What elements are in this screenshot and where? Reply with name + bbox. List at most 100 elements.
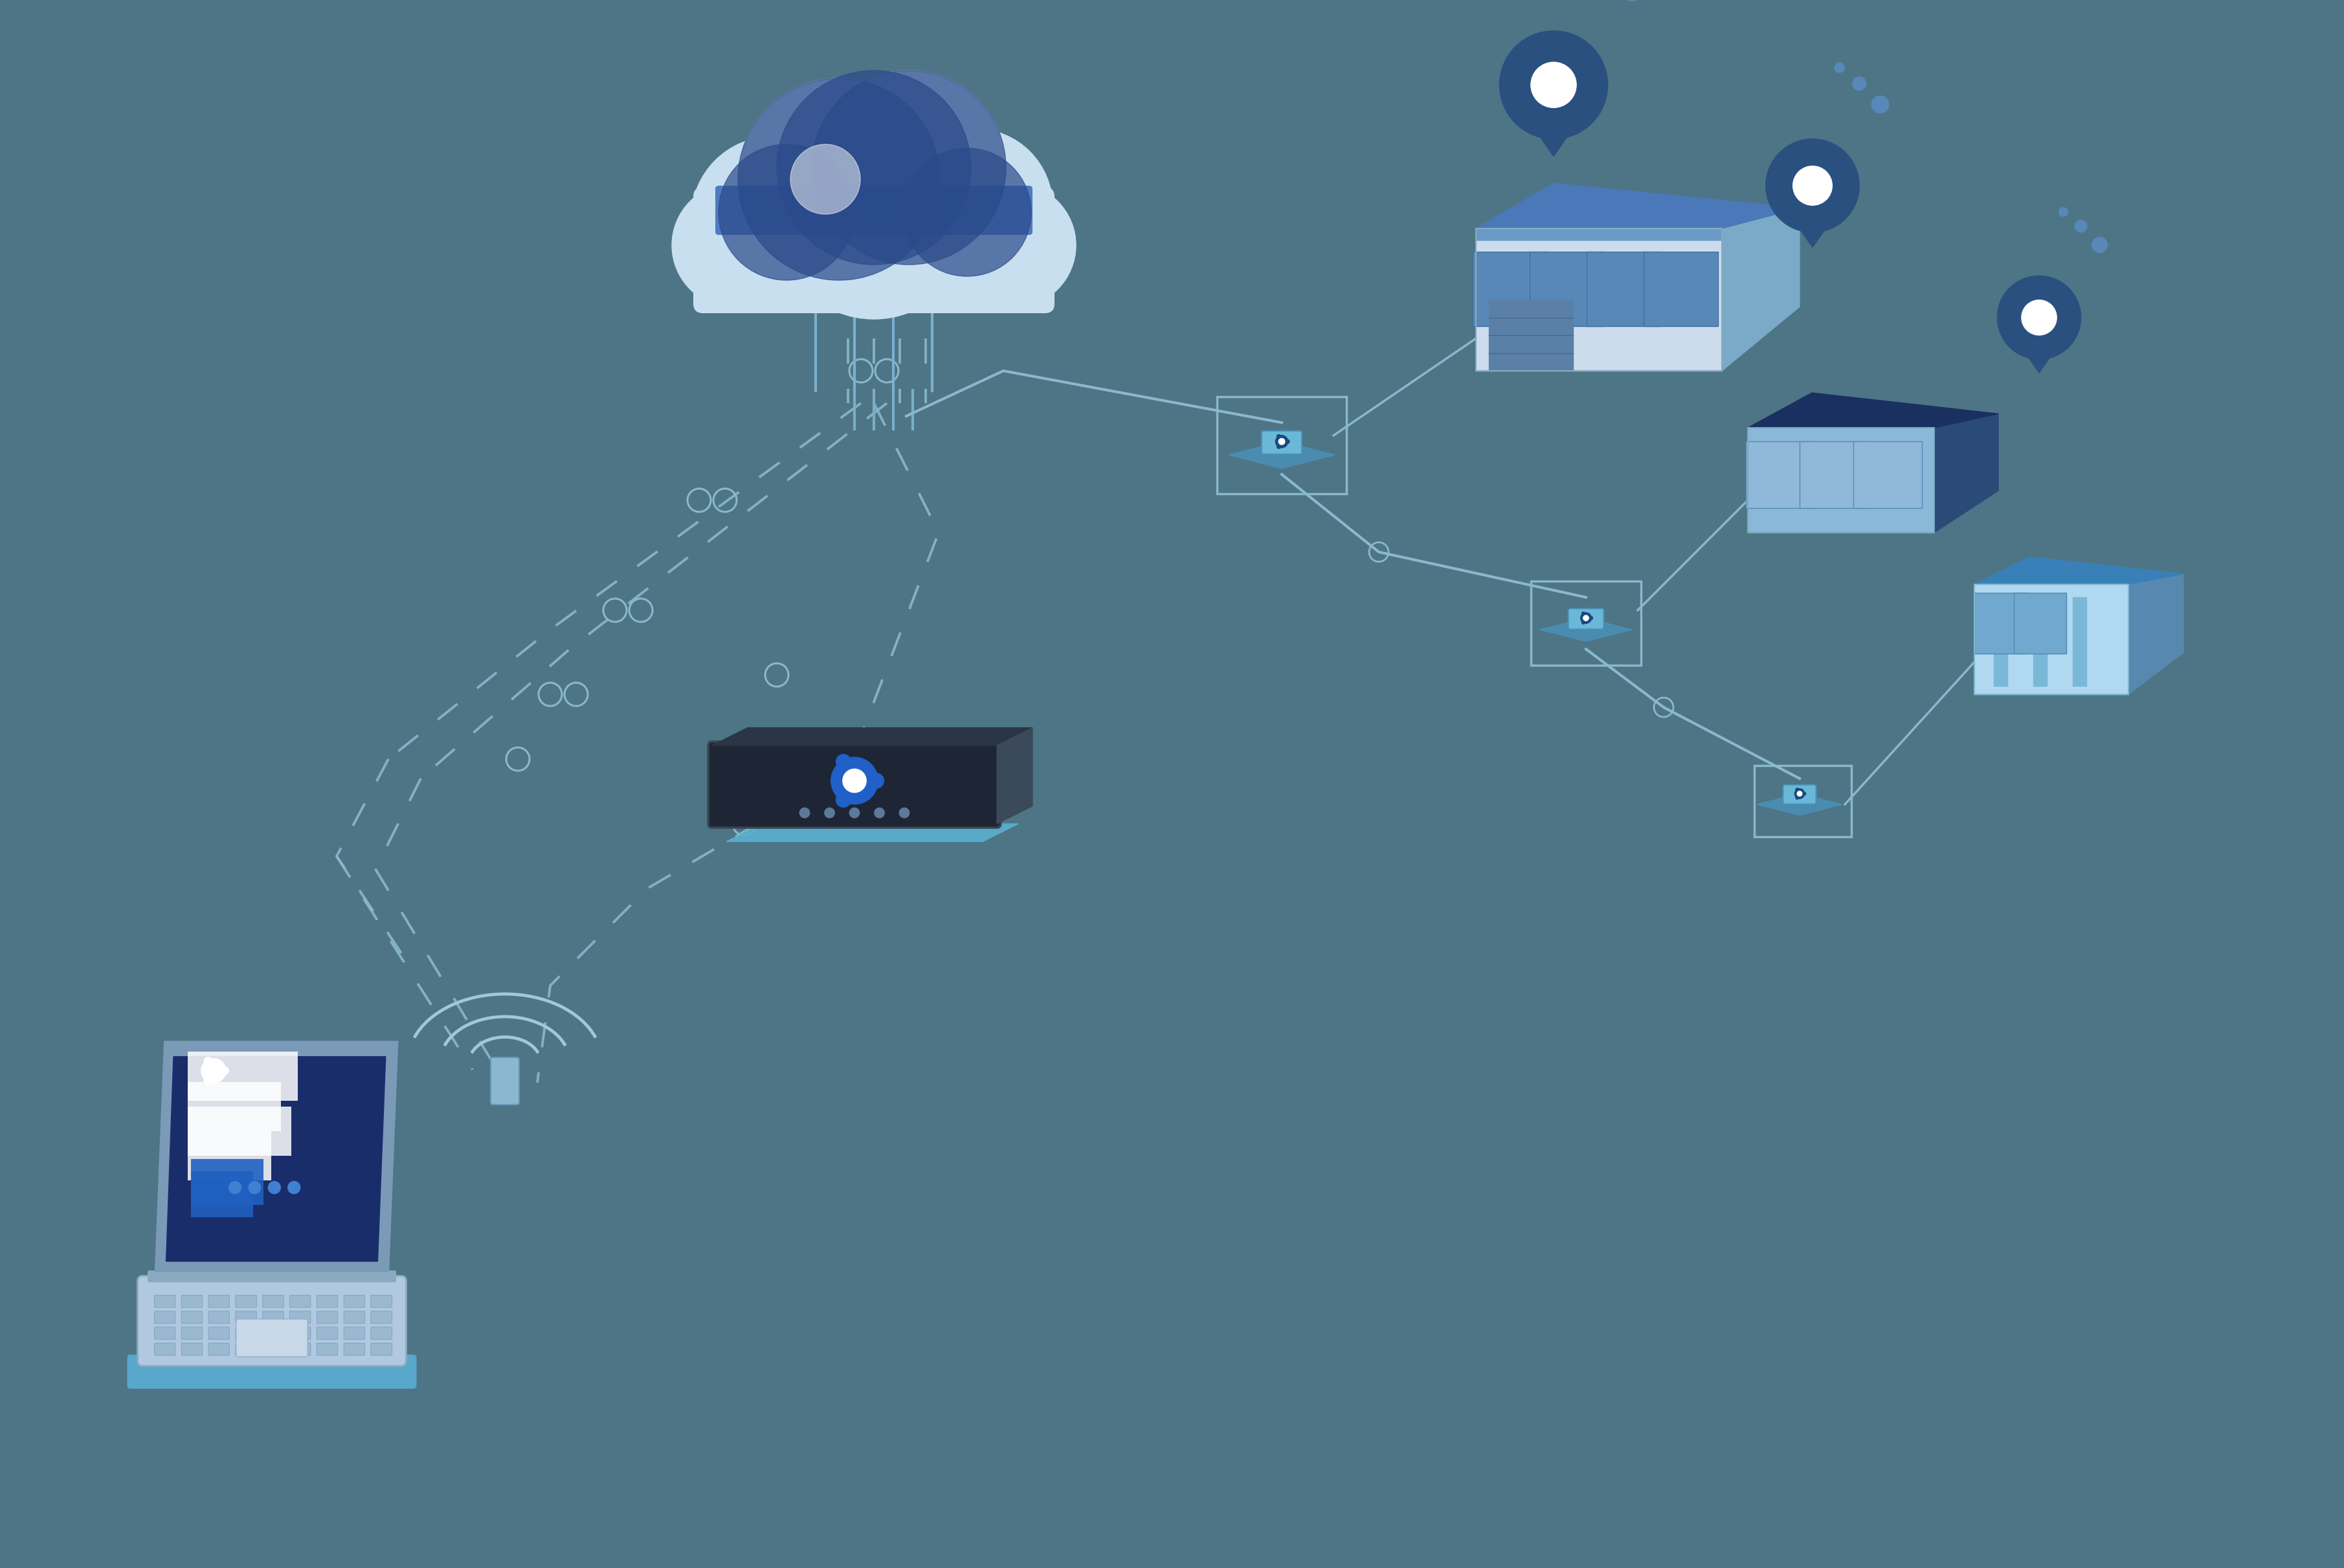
- Circle shape: [230, 1181, 241, 1193]
- Circle shape: [1798, 792, 1803, 797]
- FancyBboxPatch shape: [490, 1057, 518, 1104]
- FancyBboxPatch shape: [694, 187, 1055, 314]
- Circle shape: [691, 136, 856, 299]
- Circle shape: [1796, 797, 1798, 800]
- FancyBboxPatch shape: [1587, 252, 1662, 326]
- Circle shape: [2074, 220, 2086, 232]
- FancyBboxPatch shape: [370, 1344, 391, 1355]
- Polygon shape: [2072, 597, 2086, 687]
- Circle shape: [1793, 166, 1833, 205]
- Circle shape: [673, 183, 797, 307]
- Polygon shape: [1540, 618, 1631, 641]
- Polygon shape: [1974, 585, 2128, 695]
- Polygon shape: [2032, 597, 2046, 687]
- FancyBboxPatch shape: [263, 1311, 284, 1323]
- Circle shape: [1803, 792, 1805, 795]
- Circle shape: [204, 1076, 211, 1085]
- Circle shape: [1997, 276, 2081, 359]
- FancyBboxPatch shape: [708, 742, 1001, 828]
- FancyBboxPatch shape: [316, 1327, 338, 1339]
- FancyBboxPatch shape: [180, 1295, 202, 1308]
- Circle shape: [202, 1058, 225, 1083]
- FancyBboxPatch shape: [155, 1327, 176, 1339]
- Circle shape: [720, 144, 856, 281]
- Circle shape: [1835, 63, 1845, 72]
- FancyBboxPatch shape: [234, 1311, 255, 1323]
- FancyBboxPatch shape: [138, 1276, 406, 1366]
- Circle shape: [1277, 434, 1280, 439]
- Circle shape: [898, 129, 1052, 284]
- Polygon shape: [1477, 229, 1723, 240]
- FancyBboxPatch shape: [188, 1051, 298, 1101]
- FancyBboxPatch shape: [291, 1311, 312, 1323]
- FancyBboxPatch shape: [180, 1311, 202, 1323]
- Circle shape: [776, 125, 970, 318]
- Circle shape: [1277, 445, 1280, 448]
- Polygon shape: [1749, 394, 1999, 428]
- FancyBboxPatch shape: [190, 1159, 263, 1206]
- Circle shape: [248, 1181, 260, 1193]
- Circle shape: [900, 808, 909, 818]
- Circle shape: [837, 754, 851, 770]
- FancyBboxPatch shape: [155, 1311, 176, 1323]
- FancyBboxPatch shape: [370, 1327, 391, 1339]
- Circle shape: [870, 773, 884, 789]
- FancyBboxPatch shape: [345, 1327, 366, 1339]
- Circle shape: [738, 78, 940, 281]
- FancyBboxPatch shape: [1261, 431, 1301, 455]
- Polygon shape: [2128, 574, 2185, 695]
- FancyBboxPatch shape: [1643, 252, 1718, 326]
- Circle shape: [811, 71, 1006, 265]
- FancyBboxPatch shape: [209, 1327, 230, 1339]
- Circle shape: [288, 1181, 300, 1193]
- Circle shape: [952, 183, 1076, 307]
- Circle shape: [1871, 96, 1889, 113]
- FancyBboxPatch shape: [1746, 441, 1814, 508]
- Circle shape: [1285, 439, 1289, 444]
- Circle shape: [874, 808, 884, 818]
- Polygon shape: [996, 728, 1031, 823]
- FancyBboxPatch shape: [1568, 608, 1603, 629]
- FancyBboxPatch shape: [190, 1171, 253, 1217]
- FancyBboxPatch shape: [1854, 441, 1922, 508]
- Circle shape: [776, 71, 970, 265]
- Circle shape: [1582, 612, 1585, 615]
- Polygon shape: [1758, 793, 1842, 815]
- Circle shape: [2091, 237, 2107, 252]
- Circle shape: [790, 144, 860, 215]
- Polygon shape: [166, 1057, 387, 1261]
- Circle shape: [2058, 207, 2067, 216]
- Circle shape: [902, 149, 1031, 276]
- Circle shape: [1275, 436, 1287, 448]
- FancyBboxPatch shape: [234, 1327, 255, 1339]
- Circle shape: [1796, 789, 1798, 792]
- Circle shape: [1796, 789, 1805, 798]
- Polygon shape: [1477, 183, 1800, 229]
- Polygon shape: [1974, 557, 2185, 585]
- Polygon shape: [1770, 185, 1856, 248]
- FancyBboxPatch shape: [1472, 252, 1547, 326]
- FancyBboxPatch shape: [180, 1327, 202, 1339]
- FancyBboxPatch shape: [1784, 784, 1817, 804]
- Polygon shape: [727, 823, 1017, 842]
- FancyBboxPatch shape: [263, 1295, 284, 1308]
- Circle shape: [1582, 615, 1589, 621]
- FancyBboxPatch shape: [316, 1344, 338, 1355]
- FancyBboxPatch shape: [155, 1295, 176, 1308]
- Circle shape: [811, 71, 1006, 265]
- FancyBboxPatch shape: [316, 1311, 338, 1323]
- Circle shape: [1765, 140, 1859, 232]
- Circle shape: [204, 1057, 211, 1065]
- FancyBboxPatch shape: [188, 1131, 272, 1181]
- FancyBboxPatch shape: [291, 1295, 312, 1308]
- FancyBboxPatch shape: [234, 1344, 255, 1355]
- FancyBboxPatch shape: [209, 1295, 230, 1308]
- FancyBboxPatch shape: [291, 1344, 312, 1355]
- Circle shape: [844, 768, 867, 792]
- FancyBboxPatch shape: [209, 1344, 230, 1355]
- FancyBboxPatch shape: [370, 1295, 391, 1308]
- FancyBboxPatch shape: [127, 1355, 417, 1389]
- Polygon shape: [1228, 441, 1336, 469]
- FancyBboxPatch shape: [209, 1311, 230, 1323]
- Polygon shape: [1934, 414, 1999, 533]
